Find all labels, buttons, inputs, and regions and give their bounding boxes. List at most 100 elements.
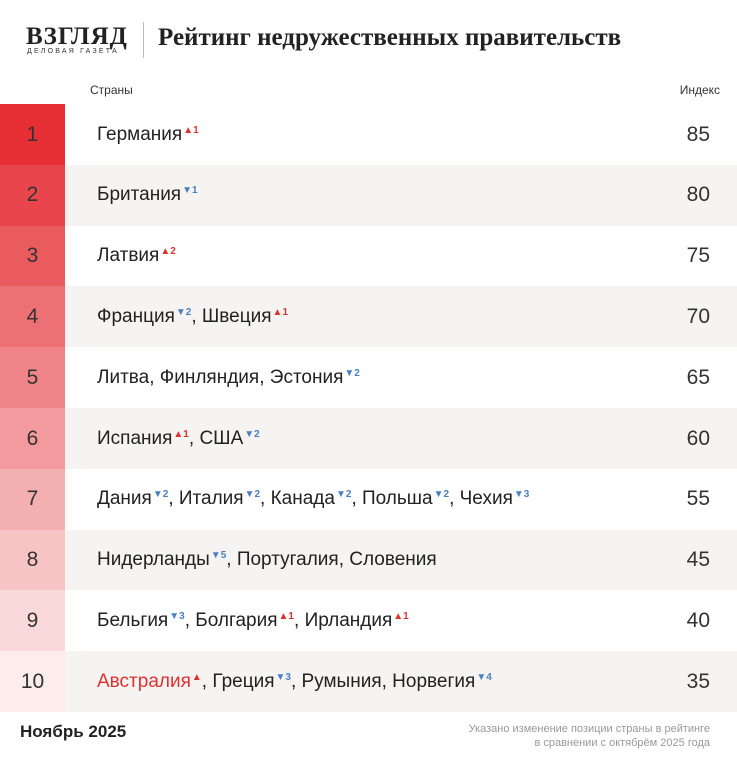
separator: , (449, 488, 460, 510)
note-line: в сравнении с октябрём 2025 года (534, 737, 710, 749)
column-header: Индекс (679, 83, 720, 97)
table-row: 9 Бельгия▼3, Болгария▲1, Ирландия▲1 40 (0, 590, 737, 652)
country-name: Италия (178, 488, 244, 510)
countries: Нидерланды▼5, Португалия, Словения (97, 549, 437, 571)
rank: 1 (0, 104, 65, 165)
position-change: ▼1 (182, 185, 198, 197)
date: Ноябрь 2025 (20, 722, 127, 741)
separator: , (184, 609, 196, 631)
column-header: Страны (90, 83, 133, 97)
position-change: ▲2 (160, 246, 176, 258)
index-value: 70 (686, 304, 710, 328)
separator: , (188, 427, 200, 449)
position-change: ▼3 (275, 671, 291, 683)
country-name: Финляндия (159, 366, 260, 388)
rank: 10 (0, 651, 65, 713)
title: Рейтинг недружественных правительств (158, 24, 622, 51)
separator: , (294, 609, 305, 631)
note-line: Указано изменение позиции страны в рейти… (468, 723, 710, 735)
country-name: Франция (97, 305, 175, 327)
separator: , (191, 305, 202, 327)
position-change: ▲1 (272, 306, 289, 318)
rank: 8 (0, 529, 65, 591)
table-row: 2 Британия▼1 80 (0, 164, 737, 226)
countries: Австралия▲, Греция▼3, Румыния, Норвегия▼… (97, 671, 492, 693)
index-value: 75 (686, 244, 710, 268)
separator: , (381, 670, 393, 692)
index-value: 35 (686, 669, 710, 693)
position-change: ▲ (191, 671, 202, 683)
divider (143, 22, 144, 58)
separator: , (226, 549, 237, 571)
country-name: Литва (97, 366, 150, 388)
country-name: Латвия (97, 245, 160, 267)
separator: , (168, 488, 179, 510)
country-name: Греция (212, 670, 275, 692)
rank: 2 (0, 164, 65, 226)
country-name: Чехия (459, 488, 513, 510)
table-row: 10 Австралия▲, Греция▼3, Румыния, Норвеги… (0, 651, 737, 713)
table-row: 6 Испания▲1, США▼2 60 (0, 408, 737, 469)
rank: 6 (0, 408, 65, 469)
position-change: ▼2 (175, 306, 192, 318)
country-name: Болгария (195, 609, 278, 631)
countries: Латвия▲2 (97, 245, 176, 267)
position-change: ▼3 (513, 489, 530, 501)
country-name: Канада (270, 488, 335, 510)
countries: Германия▲1 (97, 124, 199, 146)
rank: 5 (0, 347, 65, 409)
position-change: ▼4 (476, 671, 492, 683)
index-value: 40 (686, 608, 710, 632)
position-change: ▼2 (244, 428, 260, 440)
table-row: 4 Франция▼2, Швеция▲1 70 (0, 286, 737, 348)
rank: 9 (0, 590, 65, 652)
countries: Британия▼1 (97, 184, 198, 206)
position-change: ▼2 (433, 489, 450, 501)
country-name: Норвегия (392, 670, 476, 692)
position-change: ▼2 (344, 367, 360, 379)
position-change: ▼2 (335, 489, 352, 501)
country-name: Словения (349, 549, 437, 571)
position-change: ▲1 (173, 428, 189, 440)
position-change: ▲1 (183, 124, 199, 136)
logo: ВЗГЛЯД (26, 23, 128, 50)
table-row: 7 Дания▼2, Италия▼2, Канада▼2, Польша▼2, … (0, 468, 737, 530)
index-value: 45 (686, 548, 710, 572)
countries: Бельгия▼3, Болгария▲1, Ирландия▲1 (97, 610, 409, 632)
country-name: Португалия (236, 549, 339, 571)
table-row: 5 Литва, Финляндия, Эстония▼2 65 (0, 347, 737, 409)
countries: Дания▼2, Италия▼2, Канада▼2, Польша▼2, Ч… (97, 488, 529, 510)
country-name: Румыния (301, 670, 382, 692)
position-change: ▲1 (393, 610, 409, 622)
position-change: ▼2 (244, 489, 261, 501)
separator: , (290, 670, 302, 692)
separator: , (259, 366, 270, 388)
position-change: ▼3 (169, 610, 185, 622)
rank: 4 (0, 286, 65, 348)
country-name: Германия (97, 123, 183, 145)
rank: 3 (0, 225, 65, 287)
country-name: Нидерланды (97, 549, 210, 571)
country-name: Ирландия (304, 609, 393, 631)
country-name: Британия (97, 184, 182, 206)
country-name: Польша (362, 488, 433, 510)
separator: , (149, 366, 160, 388)
countries: Литва, Финляндия, Эстония▼2 (97, 367, 360, 389)
table-row: 1 Германия▲1 85 (0, 104, 737, 165)
position-change: ▼2 (152, 489, 169, 501)
index-value: 85 (686, 122, 710, 146)
table-row: 8 Нидерланды▼5, Португалия, Словения 45 (0, 529, 737, 591)
logo-subtitle: ДЕЛОВАЯ ГАЗЕТА (27, 48, 119, 55)
country-name: США (199, 427, 244, 449)
country-name: Бельгия (97, 609, 169, 631)
index-value: 60 (686, 426, 710, 450)
index-value: 65 (686, 365, 710, 389)
separator: , (260, 488, 271, 510)
index-value: 55 (686, 487, 710, 511)
country-name: Испания (97, 427, 173, 449)
note: Указано изменение позиции страны в рейти… (469, 722, 710, 750)
rank: 7 (0, 468, 65, 530)
table-row: 3 Латвия▲2 75 (0, 225, 737, 287)
country-name: Австралия (97, 670, 191, 692)
